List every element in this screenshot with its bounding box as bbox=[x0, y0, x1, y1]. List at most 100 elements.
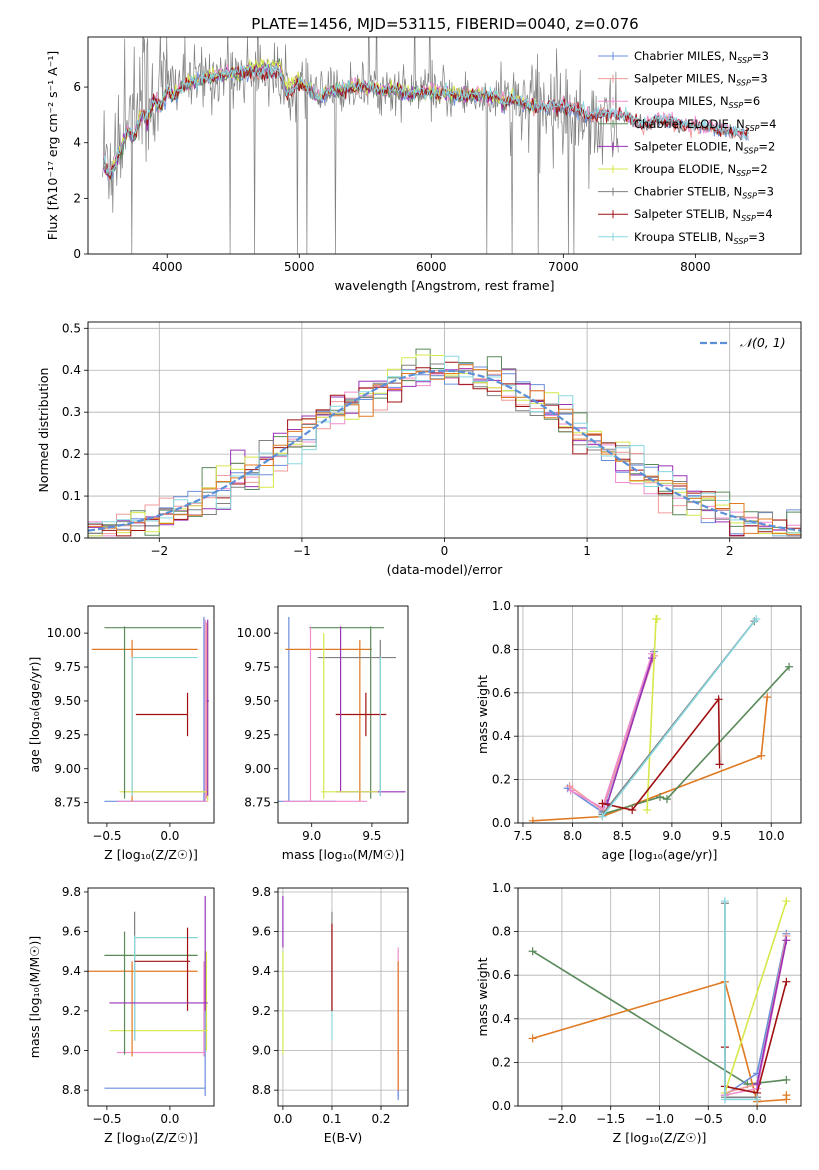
y-tick-label: 9.75 bbox=[54, 660, 81, 674]
x-tick-label: 2 bbox=[726, 544, 734, 558]
panel-mass-vs-EBV: 0.0 0.1 0.2 8.8 9.0 9.2 9.4 9.6 9.8 E(B-V) bbox=[252, 885, 409, 1145]
plot-area bbox=[88, 348, 801, 537]
x-tick-label: −0.5 bbox=[694, 1112, 723, 1126]
data-point bbox=[782, 897, 791, 906]
y-tick-label: 9.4 bbox=[62, 964, 81, 978]
x-tick-label: 10.0 bbox=[758, 829, 785, 843]
histogram-step bbox=[88, 355, 801, 537]
x-tick-label: 6000 bbox=[416, 260, 447, 274]
panel-weight-vs-Z: −2.0 −1.5 −1.0 −0.5 0.0 0.0 0.2 0.4 0.6 0.8 1.0 Z [… bbox=[475, 881, 802, 1145]
weight-line bbox=[567, 651, 655, 814]
y-tick-label: 9.00 bbox=[244, 762, 271, 776]
y-tick-label: 0.0 bbox=[492, 816, 511, 830]
x-tick-label: −2 bbox=[150, 544, 168, 558]
x-axis-label: Z [log₁₀(Z/Z☉)] bbox=[613, 1130, 707, 1145]
y-tick-label: 0.1 bbox=[62, 489, 81, 503]
panels: 4000 5000 6000 7000 8000 0 2 4 6 wavelength [Angs… bbox=[27, 36, 802, 1145]
legend-label: Salpeter ELODIE, NSSP=2 bbox=[634, 139, 775, 155]
data-point bbox=[643, 805, 652, 814]
y-tick-label: 4 bbox=[73, 136, 81, 150]
data-point bbox=[598, 799, 607, 808]
x-axis-label: age [log₁₀(age/yr)] bbox=[602, 847, 718, 862]
data-point bbox=[782, 1075, 791, 1084]
data-point bbox=[715, 760, 724, 769]
y-tick-label: 0.4 bbox=[62, 363, 81, 377]
y-tick-label: 9.75 bbox=[244, 660, 271, 674]
panel-spectrum: 4000 5000 6000 7000 8000 0 2 4 6 wavelength [Angs… bbox=[45, 36, 802, 293]
data-point bbox=[565, 782, 574, 791]
y-tick-label: 9.6 bbox=[62, 925, 81, 939]
plot-area bbox=[528, 897, 791, 1106]
y-axis-label: mass [log₁₀(M/M☉)] bbox=[27, 936, 42, 1058]
y-tick-label: 0.0 bbox=[62, 531, 81, 545]
legend-label: Kroupa ELODIE, NSSP=2 bbox=[634, 162, 768, 178]
data-point bbox=[785, 662, 794, 671]
y-tick-label: 9.4 bbox=[252, 964, 271, 978]
x-tick-label: −2.0 bbox=[547, 1112, 576, 1126]
x-tick-label: 9.0 bbox=[662, 829, 681, 843]
data-point bbox=[782, 977, 791, 986]
y-tick-label: 0.3 bbox=[62, 405, 81, 419]
x-axis-label: wavelength [Angstrom, rest frame] bbox=[334, 278, 554, 293]
x-axis-label: E(B-V) bbox=[324, 1130, 363, 1145]
x-tick-label: −1.5 bbox=[596, 1112, 625, 1126]
y-tick-label: 9.2 bbox=[252, 1004, 271, 1018]
legend: Chabrier MILES, NSSP=3 Salpeter MILES, NS… bbox=[598, 49, 776, 246]
y-tick-label: 0.8 bbox=[492, 925, 511, 939]
legend-label: Chabrier MILES, NSSP=3 bbox=[634, 49, 769, 65]
legend-label: Salpeter MILES, NSSP=3 bbox=[634, 72, 768, 88]
x-axis-label: (data-model)/error bbox=[387, 562, 504, 577]
y-tick-label: 9.8 bbox=[252, 885, 271, 899]
axes-frame bbox=[277, 605, 409, 824]
data-point bbox=[655, 792, 664, 801]
data-point bbox=[528, 816, 537, 823]
x-tick-label: 8000 bbox=[680, 260, 711, 274]
x-tick-label: −1 bbox=[293, 544, 311, 558]
y-tick-label: 2 bbox=[73, 191, 81, 205]
y-tick-label: 0.2 bbox=[492, 773, 511, 787]
panel-mass-vs-Z: −0.5 0.0 8.8 9.0 9.2 9.4 9.6 9.8 Z [log₁₀(Z/Z☉)]… bbox=[27, 885, 215, 1145]
normal-curve bbox=[88, 369, 801, 532]
y-tick-label: 8.8 bbox=[252, 1083, 271, 1097]
axes-frame bbox=[87, 605, 215, 824]
x-tick-label: 0.0 bbox=[160, 1112, 179, 1126]
x-tick-label: 0 bbox=[441, 544, 449, 558]
data-point bbox=[720, 897, 729, 906]
x-tick-label: 1 bbox=[583, 544, 591, 558]
y-tick-label: 9.50 bbox=[54, 694, 81, 708]
data-point bbox=[753, 1080, 762, 1089]
data-point bbox=[566, 786, 575, 795]
x-tick-label: 0.0 bbox=[160, 829, 179, 843]
plot-area bbox=[528, 615, 794, 823]
y-tick-label: 9.25 bbox=[54, 728, 81, 742]
axes-frame bbox=[277, 887, 409, 1107]
y-axis-label: mass weight bbox=[475, 675, 490, 754]
y-tick-label: 0.4 bbox=[492, 1012, 511, 1026]
y-tick-label: 0.0 bbox=[492, 1099, 511, 1113]
x-tick-label: 9.5 bbox=[712, 829, 731, 843]
legend-label: Chabrier STELIB, NSSP=3 bbox=[634, 185, 774, 201]
x-tick-label: −0.5 bbox=[92, 829, 121, 843]
y-tick-label: 10.00 bbox=[237, 626, 271, 640]
x-tick-label: 8.5 bbox=[613, 829, 632, 843]
y-tick-label: 0.6 bbox=[492, 968, 511, 982]
data-point bbox=[628, 805, 637, 814]
y-tick-label: 8.8 bbox=[62, 1083, 81, 1097]
y-axis-label: Normed distribution bbox=[36, 368, 51, 493]
weight-line bbox=[602, 666, 790, 816]
data-point bbox=[528, 947, 537, 956]
y-tick-label: 9.50 bbox=[244, 694, 271, 708]
y-tick-label: 0.2 bbox=[62, 447, 81, 461]
x-tick-label: −0.5 bbox=[92, 1112, 121, 1126]
legend-label: Chabrier ELODIE, NSSP=4 bbox=[634, 117, 776, 133]
data-point bbox=[782, 936, 791, 945]
x-tick-label: 5000 bbox=[284, 260, 315, 274]
panel-age-vs-Z: −0.5 0.0 8.75 9.00 9.25 9.50 9.75 10.00 Z [log₁₀… bbox=[27, 605, 215, 862]
data-point bbox=[714, 695, 723, 704]
legend-label: Kroupa MILES, NSSP=6 bbox=[634, 94, 760, 110]
data-point bbox=[782, 1091, 791, 1100]
y-tick-label: 9.0 bbox=[62, 1044, 81, 1058]
x-tick-label: 7000 bbox=[548, 260, 579, 274]
y-tick-label: 9.0 bbox=[252, 1044, 271, 1058]
